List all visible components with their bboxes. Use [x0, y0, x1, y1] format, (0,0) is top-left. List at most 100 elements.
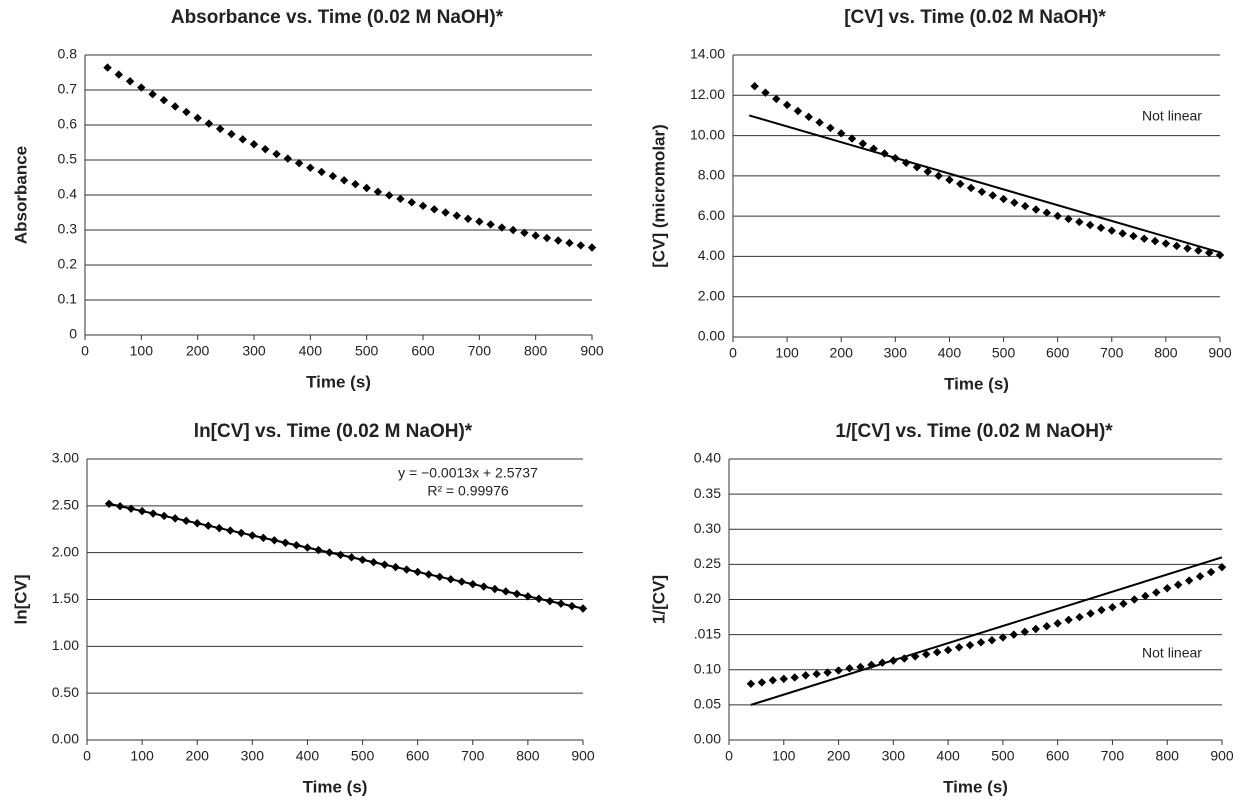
x-tick-label: 600 — [406, 748, 430, 764]
x-tick-label: 800 — [516, 748, 540, 764]
y-tick-label: 12.00 — [690, 86, 725, 102]
marker — [815, 118, 824, 127]
trendline — [108, 502, 584, 610]
marker — [782, 100, 792, 110]
x-tick-label: 800 — [1154, 345, 1178, 361]
marker — [238, 135, 247, 144]
marker — [542, 233, 552, 243]
marker — [339, 176, 349, 185]
x-tick-label: 200 — [830, 345, 854, 361]
marker — [1021, 201, 1030, 211]
marker — [407, 198, 416, 207]
marker — [901, 158, 911, 167]
x-tick-label: 900 — [1210, 748, 1234, 764]
marker — [1031, 624, 1040, 634]
marker — [1053, 211, 1062, 221]
y-tick-label: 0.30 — [694, 520, 721, 536]
marker — [385, 191, 394, 200]
y-tick-label: 0.00 — [698, 328, 725, 344]
x-tick-label: 900 — [571, 748, 595, 764]
marker — [750, 82, 759, 91]
x-tick-label: 100 — [130, 748, 154, 764]
marker — [1129, 231, 1138, 241]
marker — [463, 214, 473, 223]
marker — [373, 187, 383, 197]
marker — [114, 70, 123, 79]
x-tick-label: 800 — [524, 343, 548, 359]
marker — [826, 123, 835, 133]
marker — [834, 666, 843, 675]
marker — [845, 664, 854, 673]
marker — [1042, 208, 1052, 217]
x-tick-label: 200 — [827, 748, 851, 764]
y-tick-label: 2.00 — [698, 287, 725, 303]
marker — [1195, 572, 1205, 581]
marker — [1064, 214, 1073, 224]
marker — [922, 650, 931, 659]
x-tick-label: 200 — [186, 343, 210, 359]
marker — [804, 112, 813, 122]
marker — [837, 129, 846, 138]
marker — [934, 171, 943, 181]
y-tick-label: 6.00 — [698, 207, 725, 223]
marker — [137, 83, 146, 92]
y-tick-label: 0.3 — [58, 221, 78, 237]
marker — [249, 140, 259, 149]
y-axis-label: [CV] (micromolar) — [649, 124, 668, 268]
x-tick-label: 700 — [468, 343, 492, 359]
x-tick-label: 400 — [296, 748, 320, 764]
marker — [801, 671, 810, 680]
marker — [261, 144, 270, 154]
x-tick-label: 300 — [884, 345, 908, 361]
marker — [1172, 241, 1181, 251]
marker — [317, 167, 326, 177]
marker — [869, 144, 878, 153]
marker — [1217, 562, 1227, 572]
marker — [956, 179, 965, 189]
marker — [966, 183, 976, 193]
marker — [1204, 248, 1214, 258]
y-tick-label: 0.7 — [58, 81, 78, 97]
marker — [396, 194, 405, 204]
x-tick-label: 600 — [1046, 748, 1070, 764]
marker — [125, 77, 135, 86]
marker — [1085, 220, 1095, 230]
x-tick-label: 700 — [1100, 345, 1124, 361]
marker — [847, 134, 857, 143]
x-tick-label: 300 — [242, 343, 266, 359]
marker — [497, 223, 507, 232]
x-tick-label: 400 — [299, 343, 323, 359]
marker — [1140, 234, 1149, 243]
x-tick-label: 600 — [411, 343, 435, 359]
marker — [587, 243, 597, 252]
y-tick-label: 8.00 — [698, 167, 725, 183]
marker — [757, 678, 767, 687]
annotation: Not linear — [1142, 645, 1202, 661]
marker — [182, 107, 191, 117]
y-tick-label: 0.5 — [58, 151, 78, 167]
marker — [1108, 603, 1117, 612]
marker — [954, 643, 964, 652]
marker — [159, 95, 169, 105]
marker — [520, 228, 529, 237]
marker — [565, 238, 574, 248]
y-tick-label: 0.1 — [58, 291, 78, 307]
marker — [1141, 591, 1150, 601]
marker — [1183, 244, 1192, 253]
marker — [486, 220, 495, 229]
marker — [148, 90, 157, 99]
chart-title: 1/[CV] vs. Time (0.02 M NaOH)* — [835, 421, 1113, 442]
x-axis-label: Time (s) — [306, 372, 371, 391]
trendline — [748, 114, 1221, 254]
y-tick-label: 0.20 — [694, 590, 721, 606]
y-tick-label: 0.2 — [58, 256, 78, 272]
y-tick-label: 1.00 — [52, 637, 79, 653]
marker — [328, 171, 338, 181]
y-tick-label: 0.40 — [694, 450, 721, 466]
marker — [1152, 588, 1161, 597]
x-axis-label: Time (s) — [944, 374, 1009, 393]
marker — [216, 124, 225, 134]
marker — [945, 175, 954, 185]
x-tick-label: 0 — [83, 748, 91, 764]
